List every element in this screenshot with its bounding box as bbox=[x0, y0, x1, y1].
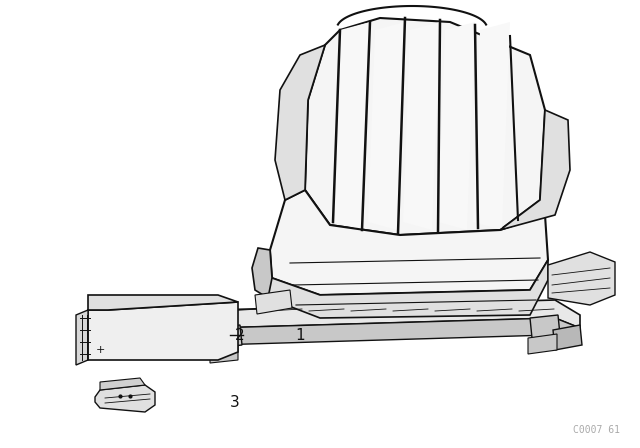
Polygon shape bbox=[76, 310, 88, 365]
Text: C0007 61: C0007 61 bbox=[573, 425, 620, 435]
Polygon shape bbox=[100, 378, 145, 390]
Polygon shape bbox=[215, 325, 242, 348]
Polygon shape bbox=[255, 290, 292, 314]
Polygon shape bbox=[265, 260, 548, 318]
Text: 3: 3 bbox=[230, 395, 240, 409]
Polygon shape bbox=[553, 325, 582, 350]
Text: 2: 2 bbox=[235, 327, 244, 343]
Text: 1: 1 bbox=[295, 327, 305, 343]
Polygon shape bbox=[190, 318, 580, 345]
Polygon shape bbox=[88, 302, 238, 360]
Polygon shape bbox=[473, 22, 510, 230]
Polygon shape bbox=[275, 45, 325, 200]
Polygon shape bbox=[548, 252, 615, 305]
Polygon shape bbox=[210, 345, 238, 363]
Polygon shape bbox=[530, 315, 560, 338]
Text: +: + bbox=[95, 345, 105, 355]
Polygon shape bbox=[403, 22, 440, 230]
Polygon shape bbox=[95, 385, 155, 412]
Polygon shape bbox=[270, 190, 548, 295]
Polygon shape bbox=[195, 300, 580, 328]
Polygon shape bbox=[368, 22, 405, 230]
Polygon shape bbox=[252, 248, 272, 298]
Polygon shape bbox=[438, 22, 475, 230]
Polygon shape bbox=[88, 295, 238, 310]
Polygon shape bbox=[500, 110, 570, 230]
Polygon shape bbox=[528, 334, 557, 354]
Polygon shape bbox=[193, 338, 215, 357]
Polygon shape bbox=[333, 22, 370, 230]
Polygon shape bbox=[305, 18, 545, 235]
